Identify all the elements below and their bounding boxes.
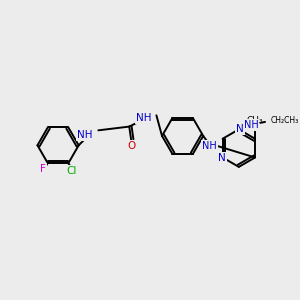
Text: Cl: Cl — [66, 166, 76, 176]
Text: N: N — [218, 153, 226, 164]
Text: N: N — [236, 124, 244, 134]
Text: NH: NH — [136, 113, 152, 123]
Text: CH₃: CH₃ — [247, 116, 263, 124]
Text: F: F — [40, 164, 46, 174]
Text: O: O — [127, 141, 135, 151]
Text: NH: NH — [244, 120, 258, 130]
Text: NH: NH — [77, 130, 93, 140]
Text: CH₂CH₃: CH₂CH₃ — [271, 116, 299, 125]
Text: NH: NH — [202, 141, 217, 151]
